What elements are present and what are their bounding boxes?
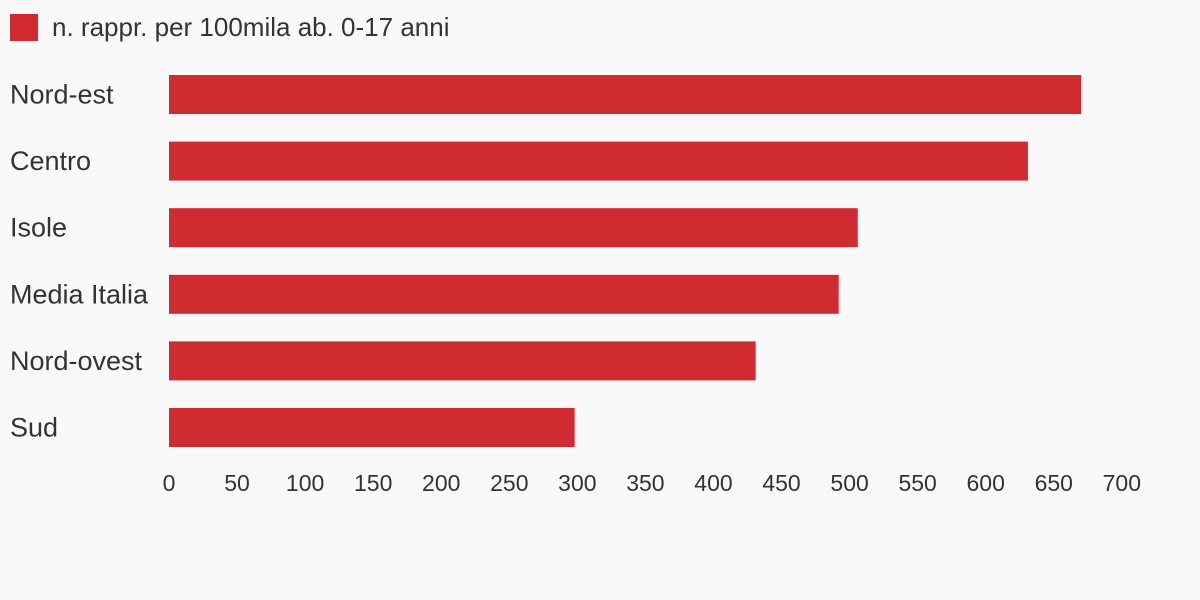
x-tick-label: 150	[354, 470, 392, 496]
category-label: Media Italia	[10, 279, 149, 309]
bar-isole	[169, 208, 858, 248]
bar-nord-est	[169, 75, 1081, 114]
category-label: Isole	[10, 213, 67, 243]
x-tick-label: 350	[626, 470, 664, 496]
category-label: Sud	[10, 413, 58, 443]
bar-sud	[169, 408, 575, 447]
x-tick-label: 500	[830, 470, 868, 496]
bar-media-italia	[169, 274, 839, 314]
x-tick-label: 250	[490, 470, 528, 496]
x-tick-label: 600	[967, 470, 1005, 496]
legend-swatch	[10, 13, 38, 41]
x-tick-label: 650	[1035, 470, 1073, 496]
x-tick-label: 200	[422, 470, 460, 496]
legend-label: n. rappr. per 100mila ab. 0-17 anni	[52, 11, 450, 42]
x-tick-label: 0	[163, 470, 176, 496]
category-labels: Nord-est Centro Isole Media Italia Nord-oves…	[10, 80, 149, 443]
category-label: Nord-ovest	[10, 346, 143, 376]
x-tick-label: 550	[898, 470, 936, 496]
x-tick-label: 450	[762, 470, 800, 496]
category-label: Centro	[10, 146, 91, 176]
bars	[169, 75, 1081, 447]
bar-nord-ovest	[169, 341, 756, 381]
bar-centro	[169, 141, 1028, 181]
x-tick-label: 300	[558, 470, 596, 496]
x-tick-label: 400	[694, 470, 732, 496]
category-label: Nord-est	[10, 80, 114, 110]
x-axis-ticks: 0 50 100 150 200 250 300 350 400 450 500 550 600 650 7…	[163, 470, 1141, 496]
x-tick-label: 50	[224, 470, 250, 496]
x-tick-label: 700	[1103, 470, 1141, 496]
legend: n. rappr. per 100mila ab. 0-17 anni	[10, 10, 449, 44]
x-tick-label: 100	[286, 470, 324, 496]
